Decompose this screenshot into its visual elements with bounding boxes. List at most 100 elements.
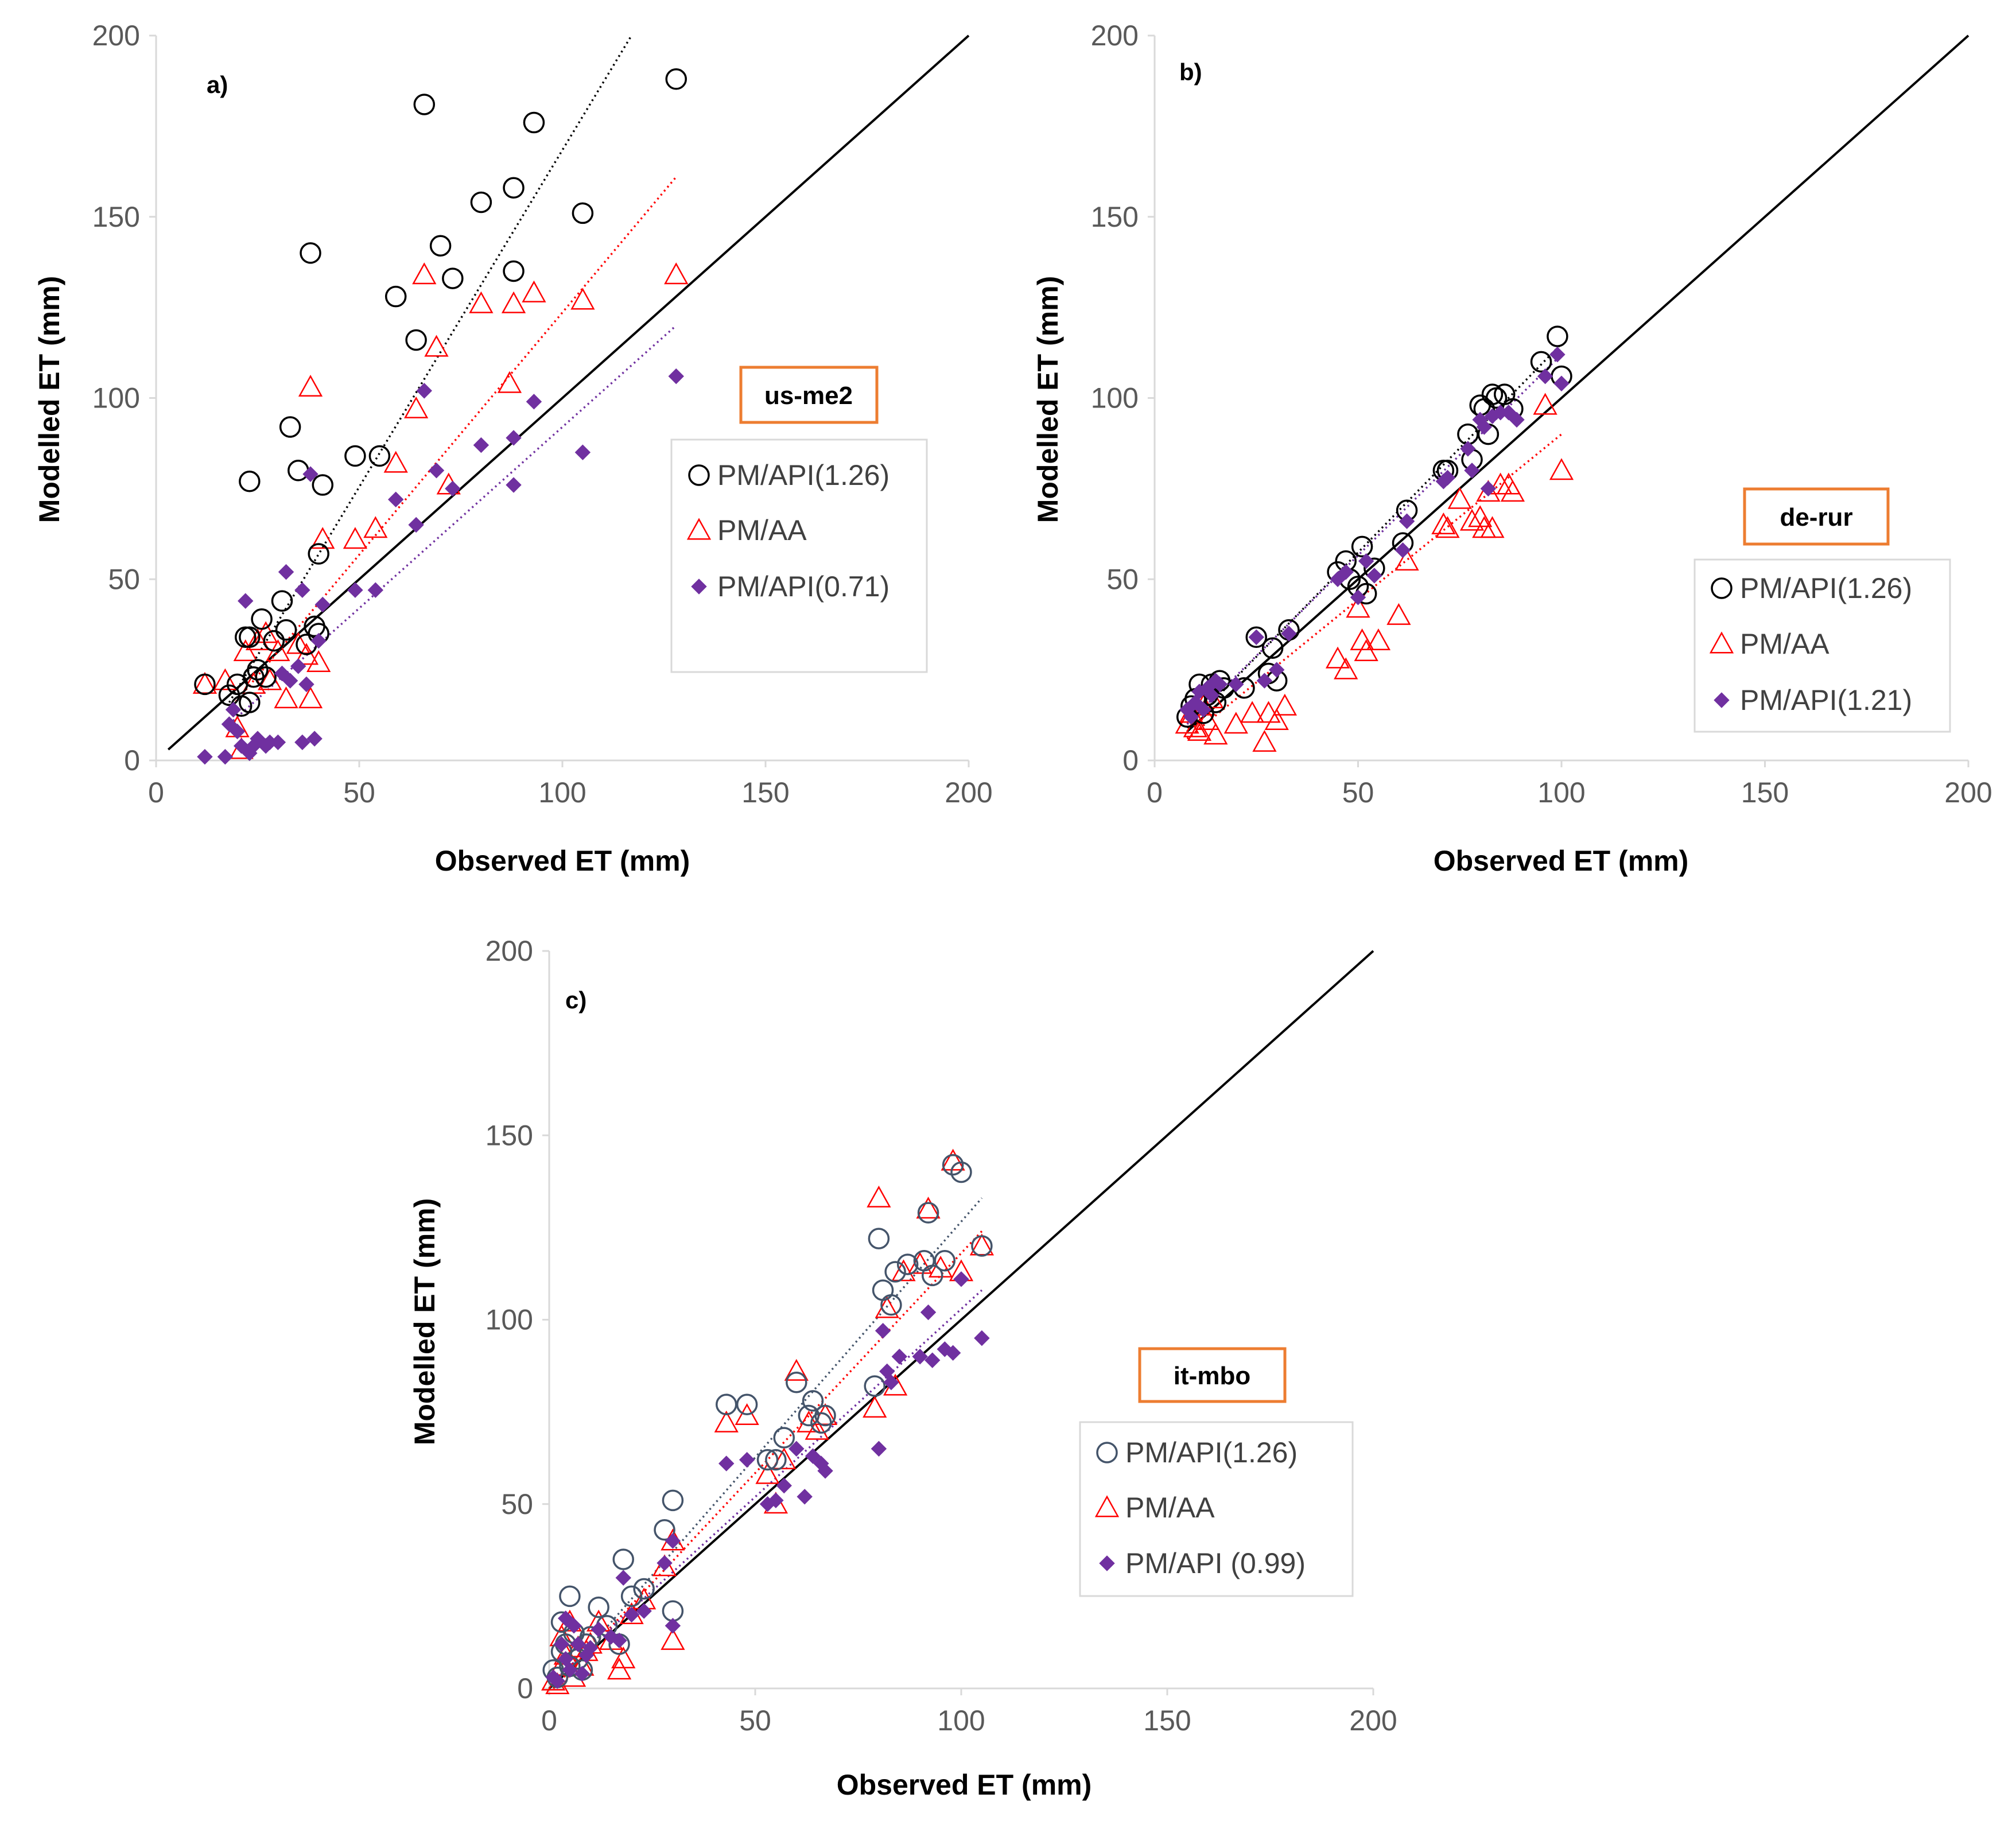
data-point-a-1	[213, 668, 238, 690]
data-point-a-1	[570, 288, 595, 310]
data-point-a-0	[503, 177, 525, 199]
data-point-b-2	[1366, 568, 1382, 584]
legend-symbol-b-1	[1709, 631, 1734, 654]
data-point-a-0	[235, 626, 257, 649]
data-point-b-1	[1187, 719, 1212, 741]
data-point-c-2	[623, 1606, 640, 1623]
data-point-a-2	[526, 394, 542, 410]
data-point-b-2	[1248, 629, 1264, 645]
data-point-b-1	[1240, 701, 1265, 723]
data-point-a-0	[384, 285, 407, 308]
data-point-c-1	[891, 1259, 916, 1282]
data-point-c-2	[718, 1455, 735, 1471]
y-tick-label-a: 150	[92, 201, 140, 233]
data-point-c-2	[549, 1673, 566, 1689]
data-point-a-0	[312, 474, 334, 496]
data-point-b-2	[1399, 513, 1415, 529]
legend-label-c-2: PM/API (0.99)	[1125, 1547, 1306, 1579]
y-tick-label-b: 50	[1106, 563, 1139, 595]
data-point-a-0	[429, 235, 452, 257]
data-point-c-0	[773, 1427, 795, 1449]
data-point-b-1	[1476, 480, 1501, 502]
data-point-c-0	[559, 1585, 581, 1608]
data-point-a-2	[221, 716, 238, 732]
data-point-c-1	[772, 1447, 797, 1470]
data-point-c-2	[883, 1375, 899, 1391]
data-point-a-0	[523, 111, 545, 134]
panel-label-c: c)	[565, 987, 586, 1014]
data-point-a-2	[506, 477, 522, 493]
trend-line-b-0	[1186, 343, 1563, 729]
legend-marker-icon	[1094, 1495, 1120, 1517]
x-tick-label-a: 150	[741, 776, 789, 809]
data-point-c-1	[607, 1657, 632, 1680]
data-point-c-2	[945, 1345, 961, 1361]
data-point-a-2	[298, 676, 314, 693]
legend-item-c-1: PM/AA	[1094, 1492, 1215, 1524]
data-point-c-0	[662, 1489, 684, 1512]
data-point-b-2	[1358, 553, 1374, 569]
legend-symbol-a-1	[686, 518, 712, 540]
site-label-c: it-mbo	[1174, 1362, 1250, 1390]
data-point-c-2	[912, 1349, 928, 1365]
legend-label-c-0: PM/API(1.26)	[1125, 1436, 1298, 1469]
panel-a: 0 50 100 150 200 0 50 100 150 200 a) Observed ET …	[33, 20, 993, 877]
legend-item-c-2: PM/API (0.99)	[1099, 1547, 1306, 1579]
data-point-a-2	[506, 430, 522, 446]
data-point-b-2	[1464, 463, 1480, 479]
data-point-c-1	[735, 1403, 759, 1425]
y-tick-label-c: 0	[517, 1672, 533, 1704]
data-point-c-0	[872, 1279, 894, 1301]
x-tick-label-a: 0	[148, 776, 164, 809]
data-point-a-1	[403, 396, 429, 418]
data-point-b-1	[1549, 458, 1574, 480]
x-tick-label-a: 200	[945, 776, 992, 809]
data-point-c-2	[788, 1441, 805, 1457]
data-point-a-2	[294, 734, 310, 751]
data-point-c-2	[797, 1489, 813, 1505]
legend-symbol-c-1	[1094, 1495, 1120, 1517]
one-to-one-line-c	[548, 950, 1374, 1690]
data-point-b-2	[1330, 571, 1346, 587]
panel-label-b: b)	[1179, 59, 1202, 86]
legend-marker-icon	[686, 518, 712, 540]
data-point-c-0	[798, 1404, 820, 1427]
data-point-a-0	[405, 329, 427, 351]
data-point-c-2	[739, 1451, 755, 1468]
legend-symbol-b-2	[1714, 692, 1730, 708]
trend-line-a-1	[228, 176, 677, 710]
data-point-b-2	[1549, 347, 1566, 363]
data-point-a-2	[314, 596, 331, 613]
data-point-c-0	[971, 1235, 993, 1257]
x-tick-label-c: 50	[739, 1704, 771, 1737]
x-tick-label-c: 0	[541, 1704, 557, 1737]
data-point-c-0	[814, 1404, 836, 1427]
data-point-a-2	[473, 437, 490, 453]
one-to-one-line-a	[167, 34, 970, 751]
data-point-c-0	[950, 1161, 972, 1183]
data-point-a-2	[270, 734, 286, 751]
data-point-c-0	[786, 1371, 807, 1393]
data-point-b-2	[1256, 673, 1273, 689]
data-point-c-2	[817, 1463, 833, 1479]
x-tick-label-a: 100	[538, 776, 586, 809]
data-point-c-0	[588, 1596, 609, 1618]
legend-c	[1079, 1421, 1354, 1597]
data-point-b-1	[1346, 596, 1370, 618]
data-point-a-2	[416, 383, 432, 399]
legend-label-b-0: PM/API(1.26)	[1740, 572, 1912, 604]
data-point-a-1	[298, 374, 323, 397]
data-point-b-1	[1459, 508, 1485, 531]
data-point-a-1	[469, 291, 494, 313]
data-point-a-0	[665, 68, 687, 90]
data-point-b-1	[1366, 628, 1391, 651]
data-point-a-0	[344, 445, 366, 467]
data-point-a-2	[197, 748, 213, 765]
data-point-c-2	[805, 1448, 821, 1464]
data-point-b-1	[1203, 723, 1228, 745]
x-tick-label-a: 50	[343, 776, 375, 809]
data-point-a-1	[306, 650, 331, 672]
x-tick-label-c: 100	[937, 1704, 985, 1737]
data-point-b-1	[1435, 516, 1460, 538]
site-box-c	[1138, 1347, 1287, 1403]
